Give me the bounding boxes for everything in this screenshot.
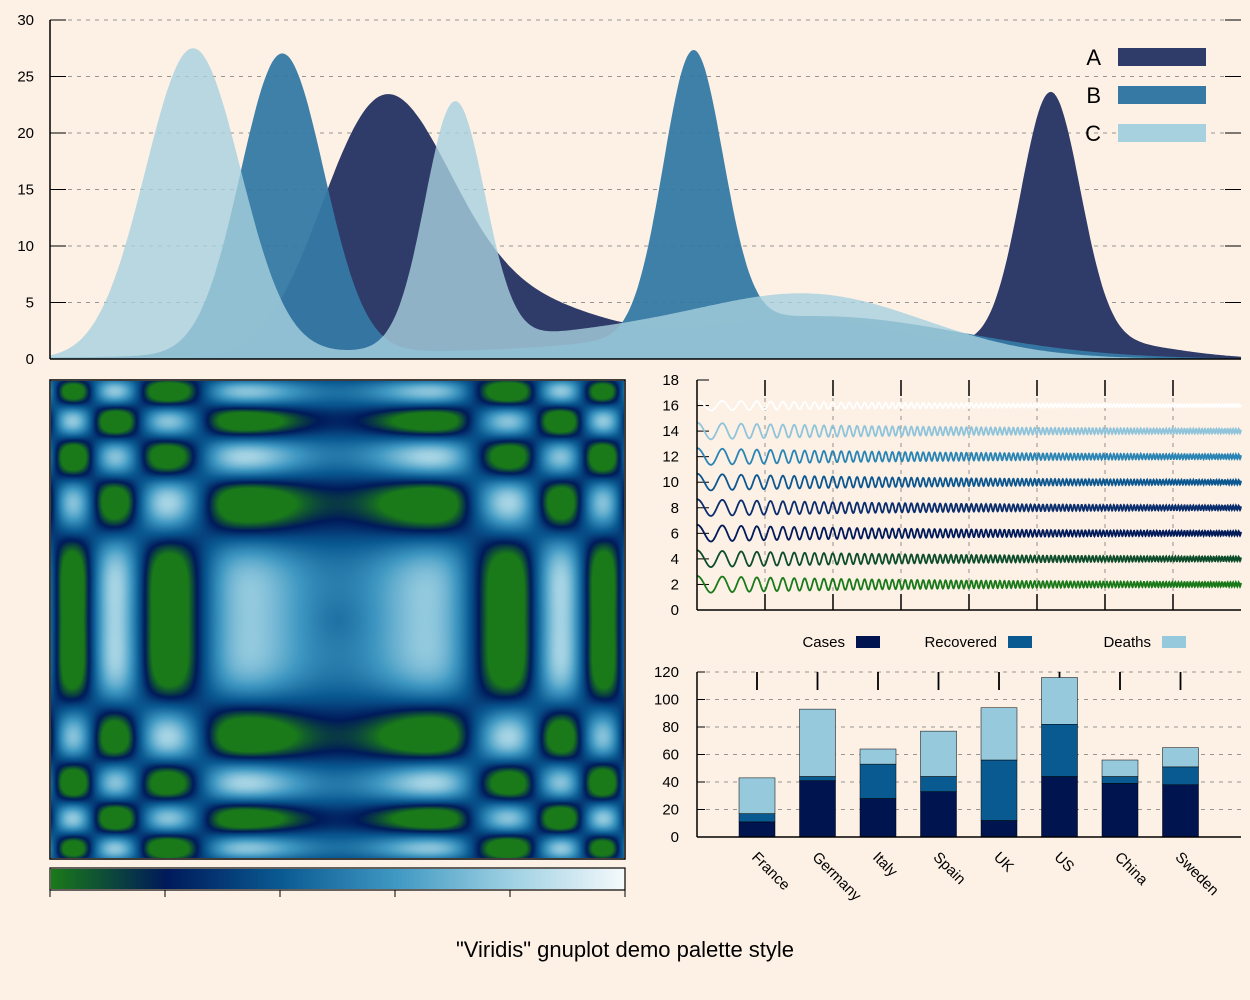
line-chart: 0 2 4 6 8 10 12 14 16 18 [662,372,1242,619]
y-tick-label: 14 [662,423,679,440]
y-tick-label: 0 [26,351,34,368]
y-tick-label: 30 [17,12,34,29]
series-area-C [50,48,1241,359]
bar-China-Recovered [1101,776,1139,784]
bar-France-Recovered [738,813,776,823]
bar-Italy-Recovered [859,763,897,799]
legend-label-Recovered: Recovered [924,634,997,651]
y-tick-label: 20 [662,802,679,819]
y-tick-label: 2 [671,576,679,593]
bar-Spain-Deaths [920,730,957,777]
series-line-y8 [697,498,1242,517]
bar-UK-Deaths [980,707,1018,761]
legend-label-C: C [1085,121,1101,146]
bar-Germany-Deaths [799,708,836,777]
legend-swatch-C [1118,124,1206,142]
x-tick-label-Sweden: Sweden [1172,849,1222,899]
legend-swatch-Cases [856,636,880,648]
bar-Spain-Recovered [920,776,957,792]
series-line-y2 [697,575,1242,594]
y-tick-label: 8 [671,500,679,517]
y-tick-label: 16 [662,398,679,415]
y-tick-label: 15 [17,182,34,199]
bar-Spain-Cases [920,791,957,838]
y-tick-label: 60 [662,747,679,764]
bar-Germany-Cases [799,780,836,838]
y-tick-label: 10 [662,474,679,491]
bar-Germany-Recovered [799,776,836,781]
bar-Italy-Deaths [859,748,897,765]
y-tick-label: 6 [671,525,679,542]
y-tick-label: 20 [17,125,34,142]
series-line-y4 [696,549,1242,569]
series-line-y12 [697,447,1242,466]
legend-label-A: A [1086,45,1101,70]
x-tick-label-UK: UK [990,849,1017,876]
bar-UK-Cases [980,820,1018,838]
bar-China-Deaths [1101,759,1139,777]
stacked-bar-chart: 0 20 40 60 80 100 120 France Germany Italy Spain UK… [654,634,1241,905]
heatmap-frame [49,379,626,897]
legend-swatch-Deaths [1162,636,1186,648]
y-tick-label: 100 [654,692,679,709]
page-title: "Viridis" gnuplot demo palette style [456,937,794,962]
y-tick-label: 4 [671,551,679,568]
y-tick-label: 12 [662,449,679,466]
legend-label-Deaths: Deaths [1103,634,1151,651]
y-tick-label: 5 [26,295,34,312]
y-tick-label: 0 [671,602,679,619]
bar-France-Cases [738,821,776,838]
bar-Italy-Cases [859,798,897,838]
area-chart: 0 5 10 15 20 25 30 ABC [17,12,1241,368]
bar-UK-Recovered [980,759,1018,821]
heatmap-canvas [51,381,624,858]
x-tick-label-France: France [748,849,793,894]
bar-US-Recovered [1041,724,1078,777]
legend-swatch-Recovered [1008,636,1032,648]
bar-China-Cases [1101,783,1139,838]
x-tick-label-US: US [1051,849,1078,876]
legend-label-B: B [1086,83,1101,108]
y-tick-label: 80 [662,719,679,736]
bar-Sweden-Deaths [1162,747,1199,768]
x-tick-label-Spain: Spain [930,849,969,888]
bar-US-Deaths [1041,677,1078,725]
series-line-y16 [697,399,1242,412]
legend-swatch-B [1118,86,1206,104]
y-tick-label: 40 [662,774,679,791]
x-tick-label-Germany: Germany [809,849,865,905]
heatmap-border [49,379,626,860]
series-area-B [50,50,1241,359]
x-tick-label-Italy: Italy [869,849,901,881]
x-tick-label-China: China [1111,849,1151,889]
series-line-y10 [697,472,1242,492]
series-line-y6 [697,523,1242,543]
bar-France-Deaths [738,777,776,814]
colorbar-canvas [51,869,624,889]
y-tick-label: 25 [17,69,34,86]
legend-label-Cases: Cases [802,634,845,651]
y-tick-label: 120 [654,664,679,681]
legend-swatch-A [1118,48,1206,66]
bar-US-Cases [1041,776,1078,838]
bar-Sweden-Recovered [1162,766,1199,785]
bar-Sweden-Cases [1162,784,1199,838]
colorbar-border [49,867,626,891]
y-tick-label: 0 [671,829,679,846]
y-tick-label: 10 [17,238,34,255]
series-line-y14 [697,421,1242,441]
y-tick-label: 18 [662,372,679,389]
